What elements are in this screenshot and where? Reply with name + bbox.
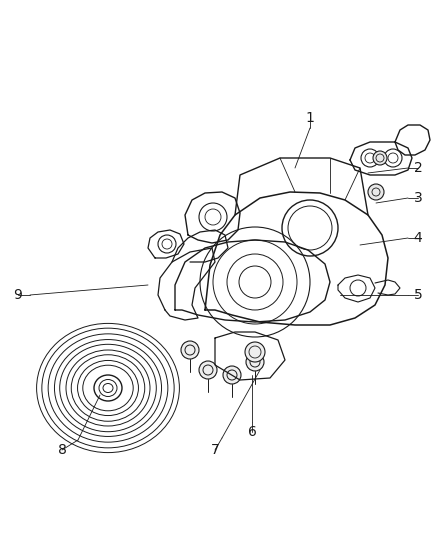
Circle shape — [181, 341, 199, 359]
Text: 1: 1 — [306, 111, 314, 125]
Text: 9: 9 — [14, 288, 22, 302]
Circle shape — [245, 342, 265, 362]
Circle shape — [246, 353, 264, 371]
Circle shape — [199, 361, 217, 379]
Text: 6: 6 — [247, 425, 256, 439]
Text: 7: 7 — [211, 443, 219, 457]
Text: 8: 8 — [57, 443, 67, 457]
Text: 2: 2 — [413, 161, 422, 175]
Text: 5: 5 — [413, 288, 422, 302]
Circle shape — [373, 151, 387, 165]
Text: 3: 3 — [413, 191, 422, 205]
Text: 4: 4 — [413, 231, 422, 245]
Circle shape — [368, 184, 384, 200]
Circle shape — [223, 366, 241, 384]
